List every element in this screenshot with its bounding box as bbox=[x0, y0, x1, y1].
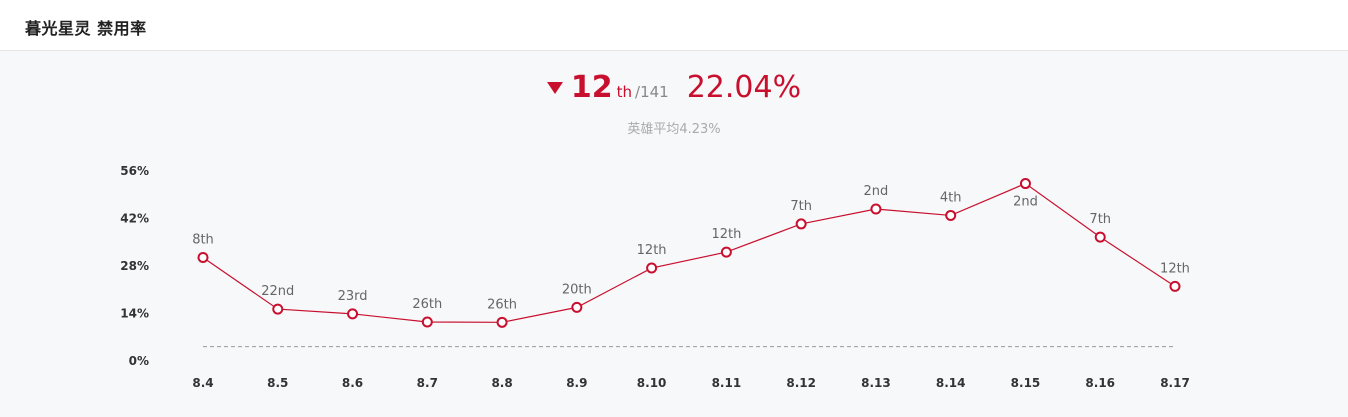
data-point[interactable] bbox=[646, 262, 658, 274]
x-tick-label: 8.6 bbox=[342, 376, 363, 390]
x-tick-label: 8.8 bbox=[491, 376, 512, 390]
data-point[interactable] bbox=[870, 203, 882, 215]
ban-rate-series-line bbox=[202, 182, 1176, 323]
point-rank-label: 12th bbox=[1160, 261, 1190, 276]
y-tick-label: 56% bbox=[120, 164, 149, 178]
data-point[interactable] bbox=[1169, 280, 1181, 292]
point-rank-label: 20th bbox=[562, 282, 592, 297]
point-rank-label: 26th bbox=[412, 297, 442, 312]
x-tick-label: 8.10 bbox=[637, 376, 667, 390]
data-point[interactable] bbox=[795, 218, 807, 230]
trend-down-icon bbox=[546, 82, 563, 94]
x-tick-label: 8.11 bbox=[712, 376, 742, 390]
y-tick-label: 14% bbox=[120, 307, 149, 321]
point-rank-label: 26th bbox=[487, 297, 517, 312]
data-point[interactable] bbox=[347, 308, 359, 320]
panel-title: 暮光星灵 禁用率 bbox=[25, 19, 147, 38]
data-point[interactable] bbox=[1094, 231, 1106, 243]
point-rank-label: 12th bbox=[637, 243, 667, 258]
x-tick-label: 8.4 bbox=[192, 376, 213, 390]
point-rank-label: 7th bbox=[1089, 212, 1111, 227]
x-tick-label: 8.15 bbox=[1011, 376, 1041, 390]
data-point[interactable] bbox=[496, 316, 508, 328]
point-rank-label: 2nd bbox=[864, 184, 889, 199]
point-rank-label: 7th bbox=[790, 199, 812, 214]
x-tick-label: 8.14 bbox=[936, 376, 966, 390]
data-point[interactable] bbox=[197, 252, 209, 264]
y-tick-label: 42% bbox=[120, 212, 149, 226]
data-points bbox=[197, 178, 1181, 328]
ban-rate-value: 22.04% bbox=[686, 70, 802, 105]
point-rank-label: 12th bbox=[711, 227, 741, 242]
data-point[interactable] bbox=[945, 209, 957, 221]
point-rank-label: 22nd bbox=[261, 284, 294, 299]
rank-suffix: th bbox=[616, 83, 633, 101]
x-tick-label: 8.7 bbox=[417, 376, 438, 390]
data-point[interactable] bbox=[421, 316, 433, 328]
data-point[interactable] bbox=[1019, 178, 1031, 190]
point-rank-label: 23rd bbox=[338, 289, 368, 304]
point-labels: 8th 22nd 23rd 26th 26th 20th 12th 12th 7th 2nd 4th… bbox=[192, 184, 1190, 312]
x-tick-label: 8.13 bbox=[861, 376, 891, 390]
y-tick-label: 28% bbox=[120, 259, 149, 273]
rank-summary: 12 th /141 22.04% bbox=[0, 70, 1348, 110]
point-rank-label: 8th bbox=[192, 233, 214, 248]
data-point[interactable] bbox=[272, 303, 284, 315]
x-tick-label: 8.16 bbox=[1085, 376, 1115, 390]
panel-header: 暮光星灵 禁用率 bbox=[0, 0, 1348, 51]
x-tick-label: 8.9 bbox=[566, 376, 587, 390]
point-rank-label: 4th bbox=[940, 190, 962, 205]
data-point[interactable] bbox=[571, 301, 583, 313]
hero-average: 英雄平均4.23% bbox=[627, 122, 721, 137]
data-point[interactable] bbox=[720, 246, 732, 258]
x-tick-label: 8.12 bbox=[786, 376, 816, 390]
x-tick-label: 8.17 bbox=[1160, 376, 1190, 390]
x-axis: 8.4 8.5 8.6 8.7 8.8 8.9 8.10 8.11 8.12 8.13 8.14 8.… bbox=[192, 376, 1189, 390]
point-rank-label: 2nd bbox=[1013, 195, 1038, 210]
y-tick-label: 0% bbox=[129, 354, 149, 368]
rank-total: /141 bbox=[635, 83, 669, 101]
x-tick-label: 8.5 bbox=[267, 376, 288, 390]
y-axis: 56% 42% 28% 14% 0% bbox=[120, 164, 149, 368]
rank-number: 12 bbox=[570, 70, 613, 105]
